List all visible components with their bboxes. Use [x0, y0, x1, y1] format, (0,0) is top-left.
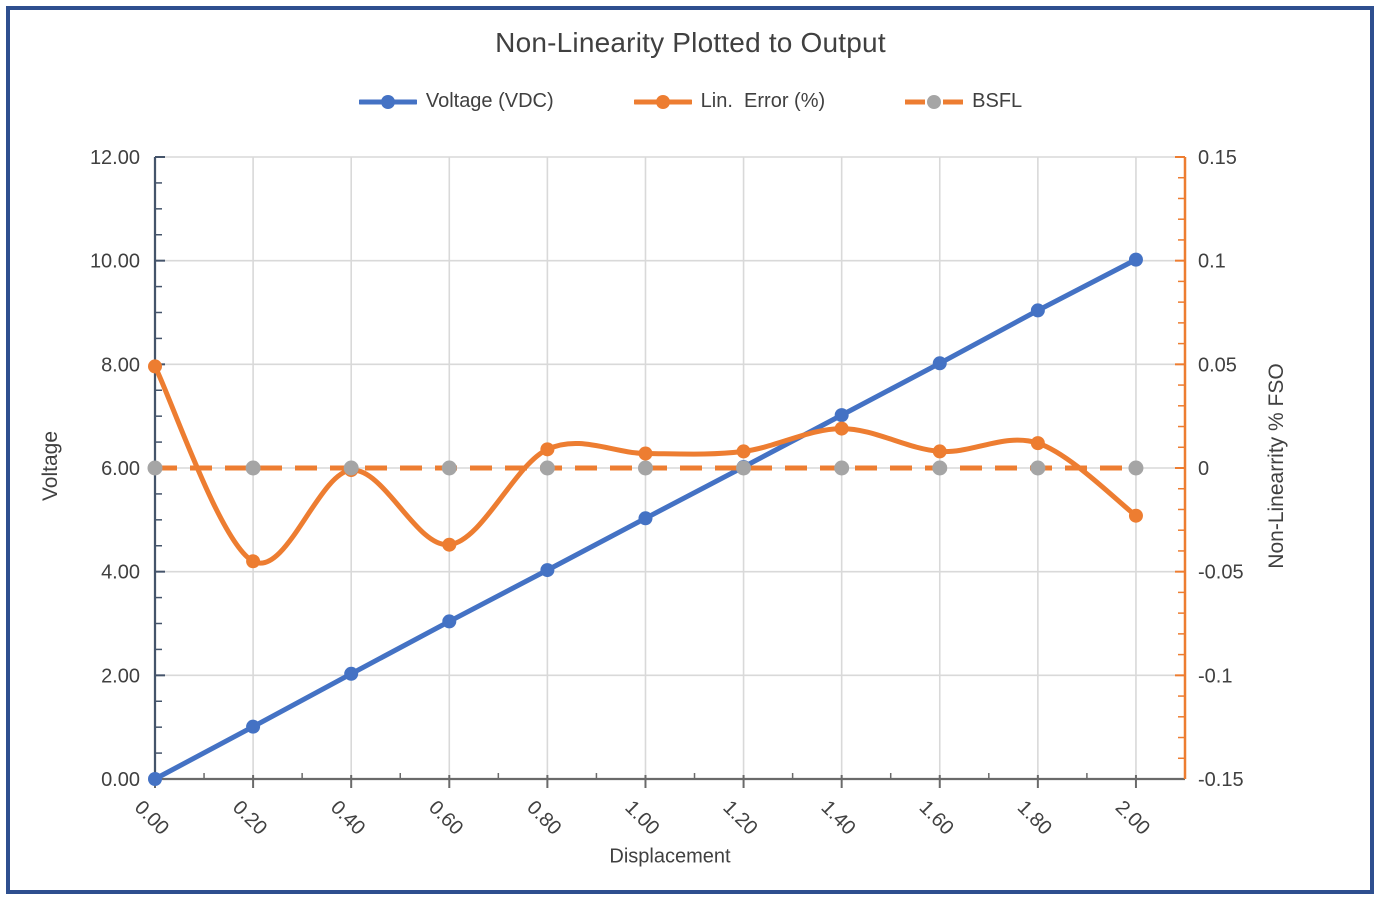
y-right-axis: -0.15 -0.1 -0.05 0 0.05 0.1 0.15 [1175, 147, 1244, 791]
svg-text:0.15: 0.15 [1198, 147, 1237, 169]
y-left-axis-title: Voltage [39, 430, 62, 502]
svg-text:10.00: 10.00 [90, 251, 140, 273]
bsfl-series-icon [905, 94, 964, 109]
voltage-series-icon [358, 94, 417, 109]
legend-label-voltage-vdc: Voltage (VDC) [425, 90, 554, 112]
lin-error-series-icon [633, 94, 692, 109]
svg-text:12.00: 12.00 [90, 147, 140, 169]
svg-text:1.40: 1.40 [817, 796, 860, 839]
svg-text:0.00: 0.00 [101, 769, 140, 791]
svg-text:1.00: 1.00 [620, 796, 663, 839]
svg-text:-0.1: -0.1 [1198, 665, 1232, 687]
svg-text:0.20: 0.20 [228, 796, 271, 839]
svg-text:1.80: 1.80 [1013, 796, 1056, 839]
y-right-axis-title: Non-Linearrity % FSO [1265, 363, 1288, 569]
legend-item-lin-error: Lin. Error (%) [633, 90, 826, 113]
svg-text:6.00: 6.00 [101, 458, 140, 480]
svg-text:4.00: 4.00 [101, 562, 140, 584]
svg-text:0.80: 0.80 [522, 796, 565, 839]
svg-text:0.60: 0.60 [424, 796, 467, 839]
svg-text:8.00: 8.00 [101, 354, 140, 376]
svg-text:0.05: 0.05 [1198, 354, 1237, 376]
chart-title: Non-Linearity Plotted to Output [495, 27, 886, 58]
svg-text:0.00: 0.00 [130, 796, 173, 839]
svg-text:0.1: 0.1 [1198, 251, 1226, 273]
svg-text:-0.15: -0.15 [1198, 769, 1244, 791]
svg-text:1.20: 1.20 [719, 796, 762, 839]
series-voltage-vdc [148, 252, 1143, 786]
legend-item-bsfl: BSFL [905, 90, 1022, 113]
y-left-axis: 0.00 2.00 4.00 6.00 8.00 10.00 12.00 [90, 147, 165, 791]
svg-text:1.60: 1.60 [915, 796, 958, 839]
legend-item-voltage-vdc: Voltage (VDC) [358, 90, 554, 113]
legend-label-lin-error: Lin. Error (%) [700, 90, 826, 112]
x-axis-title: Displacement [609, 845, 731, 868]
svg-text:-0.05: -0.05 [1198, 562, 1244, 584]
series-bsfl [147, 460, 1144, 476]
legend-label-bsfl: BSFL [972, 90, 1023, 112]
svg-text:0.40: 0.40 [326, 796, 369, 839]
x-axis: 0.00 0.20 0.40 0.60 0.80 1.00 1.20 1.40 1.60 1.80… [130, 773, 1154, 840]
svg-text:2.00: 2.00 [1111, 796, 1154, 839]
svg-text:0: 0 [1198, 458, 1209, 480]
svg-text:2.00: 2.00 [101, 665, 140, 687]
legend: Voltage (VDC) Lin. Error (%) BSFL [0, 90, 1381, 113]
